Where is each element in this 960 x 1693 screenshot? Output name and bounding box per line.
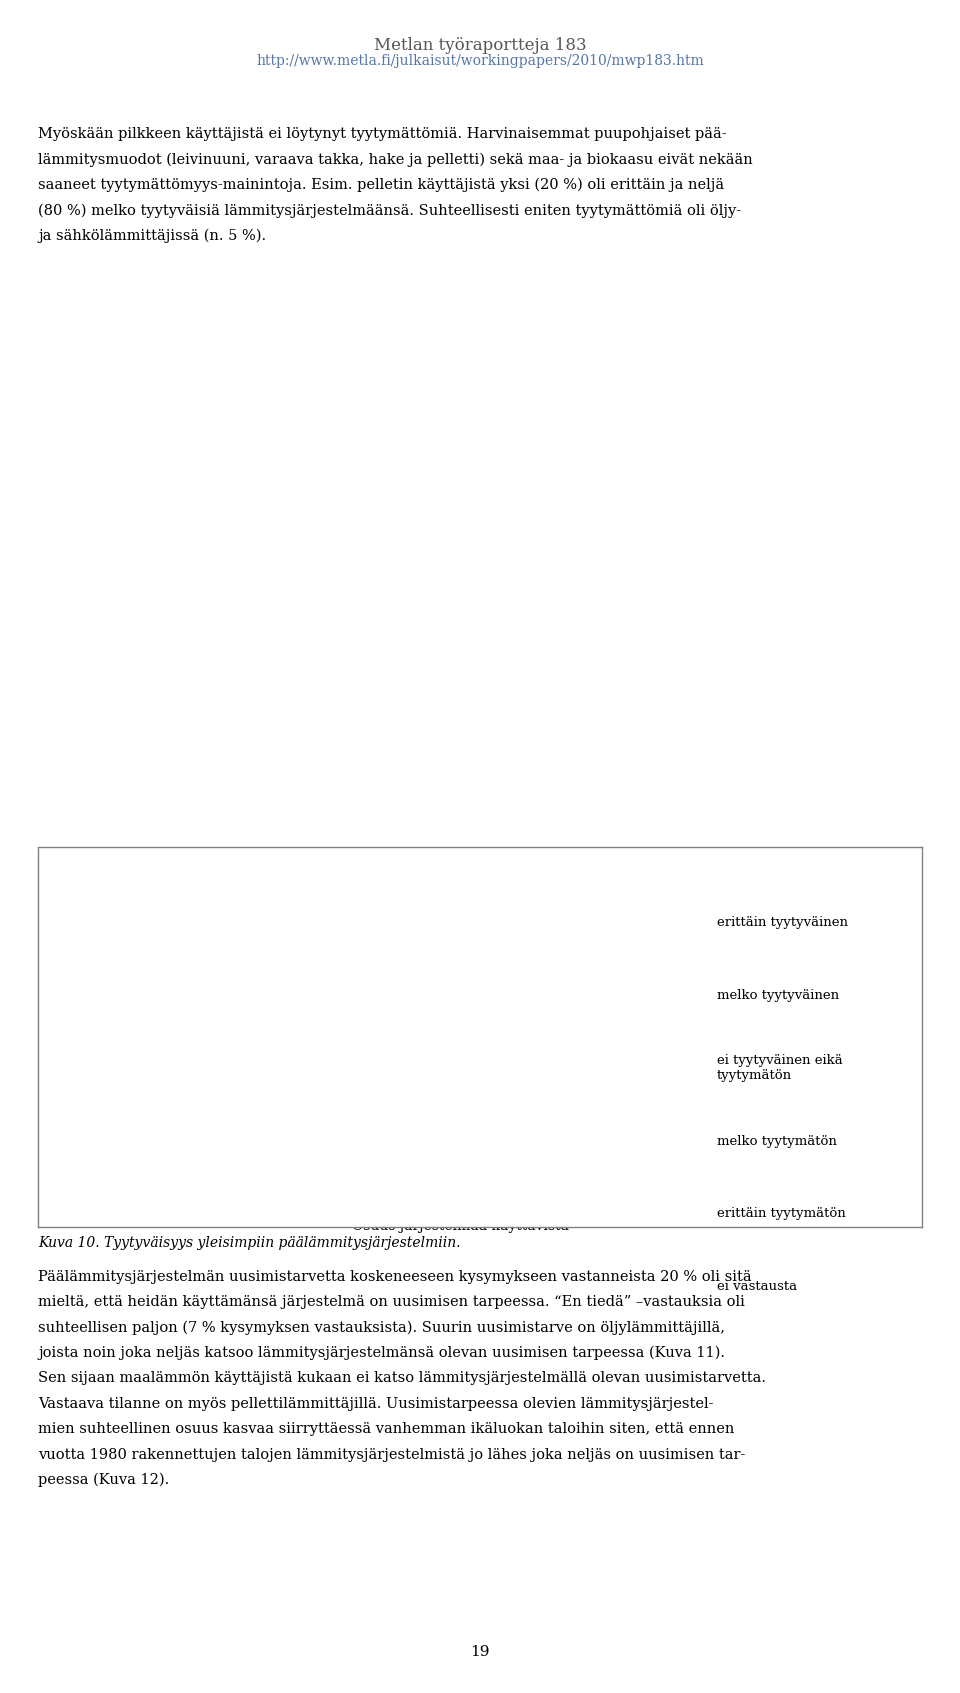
Text: ei vastausta: ei vastausta <box>717 1280 797 1293</box>
Bar <box>566 894 588 928</box>
Bar <box>334 894 566 928</box>
Text: Päälämmitysjärjestelmän uusimistarvetta koskeneeseen kysymykseen vastanneista 20: Päälämmitysjärjestelmän uusimistarvetta … <box>38 1270 752 1283</box>
Text: melko tyytyväinen: melko tyytyväinen <box>717 989 839 1002</box>
Text: ja sähkölämmittäjissä (n. 5 %).: ja sähkölämmittäjissä (n. 5 %). <box>38 229 267 244</box>
Text: melko tyytymätön: melko tyytymätön <box>717 1134 837 1148</box>
Text: Kuva 10. Tyytyväisyys yleisimpiin päälämmitysjärjestelmiin.: Kuva 10. Tyytyväisyys yleisimpiin pääläm… <box>38 1236 461 1249</box>
X-axis label: Osuus järjestelmää käyttävistä: Osuus järjestelmää käyttävistä <box>352 1219 569 1233</box>
Text: erittäin tyytyväinen: erittäin tyytyväinen <box>717 916 848 929</box>
Bar <box>250 955 338 989</box>
Bar <box>588 1077 600 1111</box>
Text: suhteellisen paljon (7 % kysymyksen vastauksista). Suurin uusimistarve on öljylä: suhteellisen paljon (7 % kysymyksen vast… <box>38 1321 726 1336</box>
Text: mieltä, että heidän käyttämänsä järjestelmä on uusimisen tarpeessa. “En tiedä” –: mieltä, että heidän käyttämänsä järjeste… <box>38 1295 745 1309</box>
Text: ei tyytyväinen eikä
tyytymätön: ei tyytyväinen eikä tyytymätön <box>717 1055 843 1082</box>
Text: joista noin joka neljäs katsoo lämmitysjärjestelmänsä olevan uusimisen tarpeessa: joista noin joka neljäs katsoo lämmitysj… <box>38 1346 726 1361</box>
Bar <box>605 894 609 928</box>
Text: http://www.metla.fi/julkaisut/workingpapers/2010/mwp183.htm: http://www.metla.fi/julkaisut/workingpap… <box>256 54 704 68</box>
Bar <box>651 1138 663 1172</box>
Text: Metlan työraportteja 183: Metlan työraportteja 183 <box>373 37 587 54</box>
Bar <box>600 1077 621 1111</box>
Text: vuotta 1980 rakennettujen talojen lämmitysjärjestelmistä jo lähes joka neljäs on: vuotta 1980 rakennettujen talojen lämmit… <box>38 1448 746 1461</box>
Text: Sen sijaan maalämmön käyttäjistä kukaan ei katso lämmitysjärjestelmällä olevan u: Sen sijaan maalämmön käyttäjistä kukaan … <box>38 1371 766 1385</box>
Text: erittäin tyytymätön: erittäin tyytymätön <box>717 1207 846 1221</box>
Text: (80 %) melko tyytyväisiä lämmitysjärjestelmäänsä. Suhteellisesti eniten tyytymät: (80 %) melko tyytyväisiä lämmitysjärjest… <box>38 203 741 218</box>
Bar <box>570 955 591 989</box>
Text: lämmitysmuodot (leivinuuni, varaava takka, hake ja pelletti) sekä maa- ja biokaa: lämmitysmuodot (leivinuuni, varaava takk… <box>38 152 754 168</box>
Text: 19: 19 <box>470 1646 490 1659</box>
Text: mien suhteellinen osuus kasvaa siirryttäessä vanhemman ikäluokan taloihin siten,: mien suhteellinen osuus kasvaa siirryttä… <box>38 1422 734 1436</box>
Bar <box>609 1016 621 1050</box>
Bar <box>448 1077 566 1111</box>
Text: peessa (Kuva 12).: peessa (Kuva 12). <box>38 1473 170 1488</box>
Bar <box>566 1077 588 1111</box>
Text: Vastaava tilanne on myös pellettilämmittäjillä. Uusimistarpeessa olevien lämmity: Vastaava tilanne on myös pellettilämmitt… <box>38 1397 714 1410</box>
Bar <box>588 1016 609 1050</box>
Bar <box>609 894 621 928</box>
Bar <box>591 955 600 989</box>
Text: Myöskään pilkkeen käyttäjistä ei löytynyt tyytymättömiä. Harvinaisemmat puupohja: Myöskään pilkkeen käyttäjistä ei löytyny… <box>38 127 727 141</box>
Bar <box>355 1016 588 1050</box>
Bar <box>338 955 570 989</box>
Bar <box>250 1016 355 1050</box>
Text: saaneet tyytymättömyys-mainintoja. Esim. pelletin käyttäjistä yksi (20 %) oli er: saaneet tyytymättömyys-mainintoja. Esim.… <box>38 178 725 193</box>
Bar <box>250 1138 486 1172</box>
Bar <box>486 1138 651 1172</box>
Bar <box>588 894 605 928</box>
Bar <box>250 894 334 928</box>
Bar <box>250 1077 448 1111</box>
